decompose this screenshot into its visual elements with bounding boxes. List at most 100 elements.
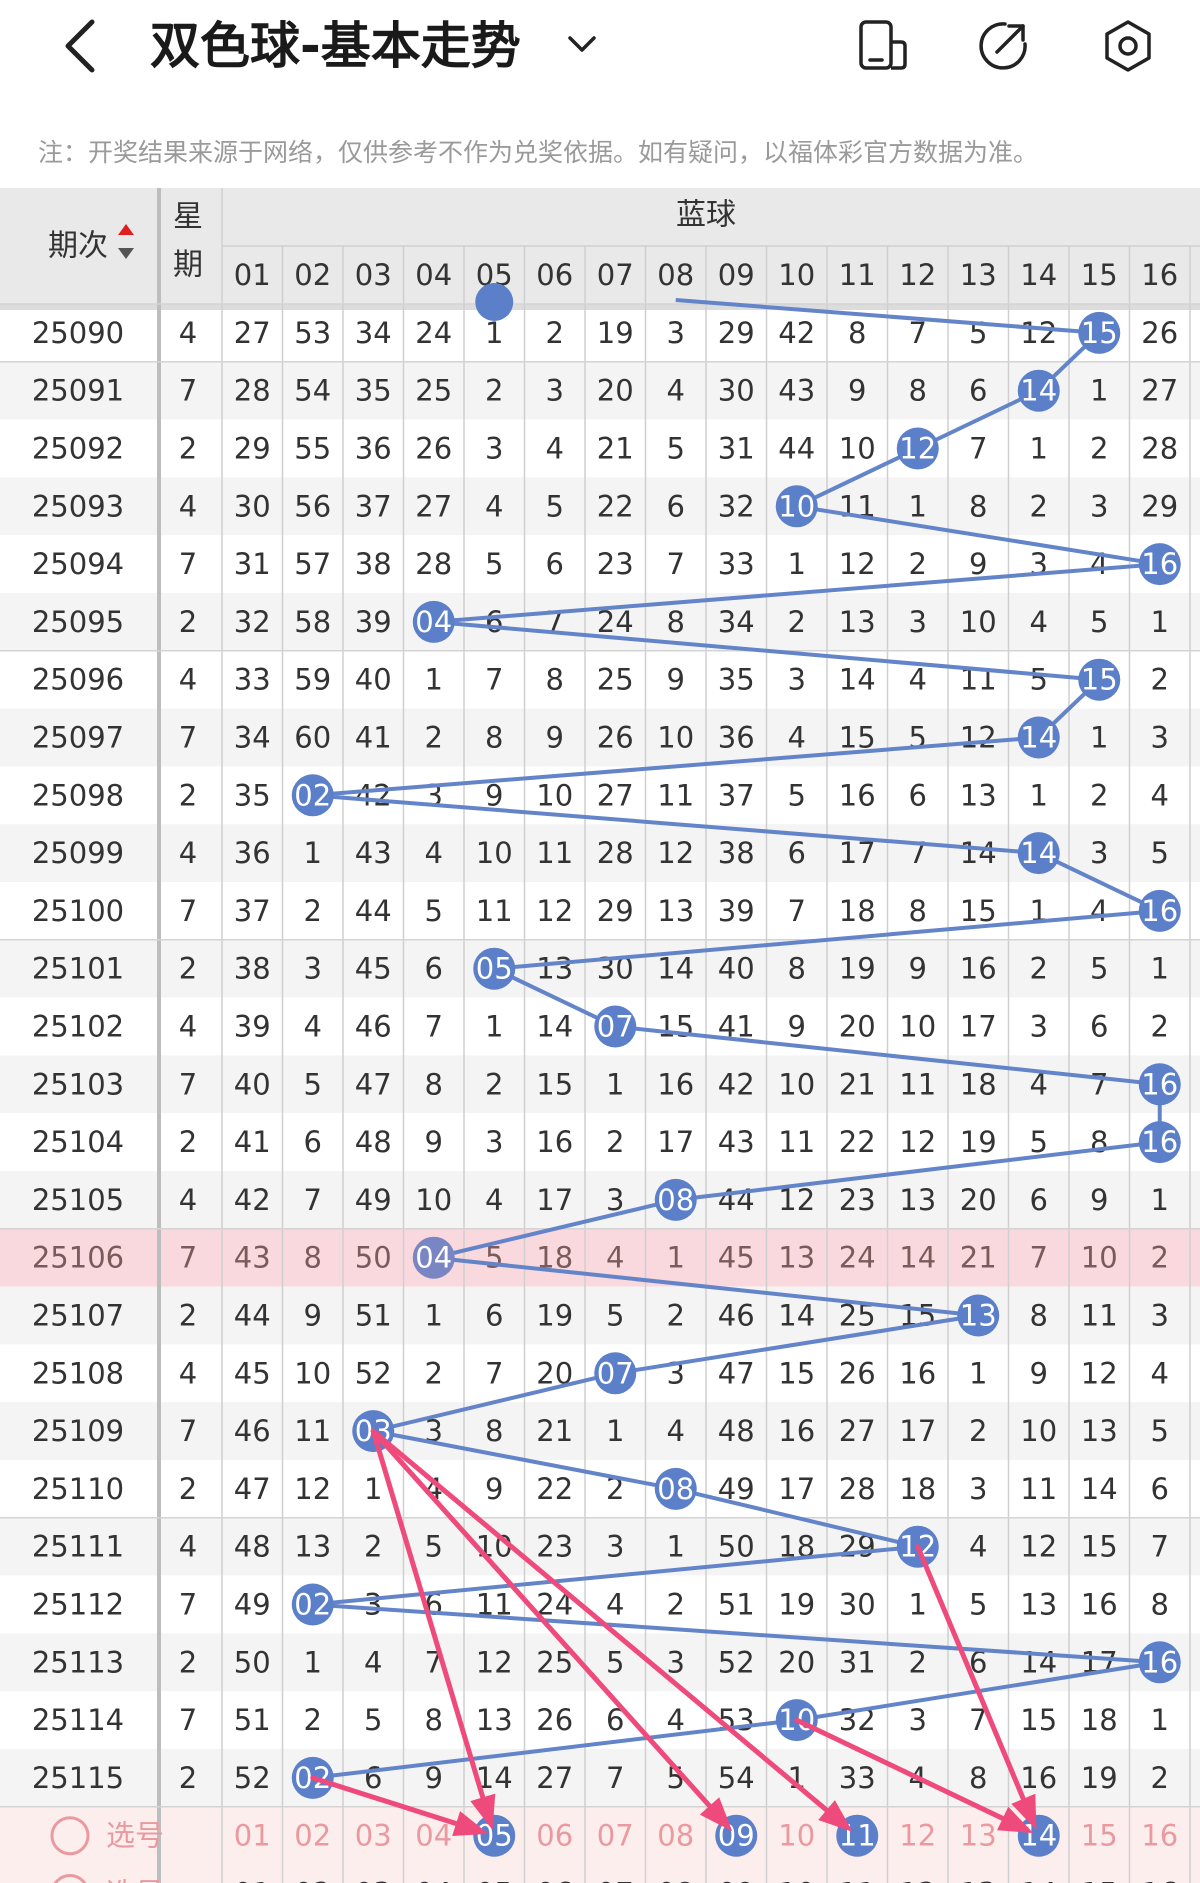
select-number[interactable]: 13 xyxy=(960,1877,997,1883)
select-number[interactable]: 06 xyxy=(536,1819,573,1853)
omission-cell: 27 xyxy=(839,1414,876,1448)
select-number[interactable]: 03 xyxy=(355,1877,392,1883)
select-number[interactable]: 01 xyxy=(234,1877,271,1883)
select-number[interactable]: 16 xyxy=(1141,1819,1178,1853)
omission-cell: 20 xyxy=(839,1010,876,1044)
select-number[interactable]: 09 xyxy=(718,1877,755,1883)
sort-up-icon[interactable] xyxy=(118,224,134,235)
select-number[interactable]: 15 xyxy=(1081,1819,1118,1853)
period-cell: 25104 xyxy=(32,1125,124,1159)
select-number[interactable]: 06 xyxy=(536,1877,573,1883)
omission-cell: 38 xyxy=(234,952,271,986)
select-number[interactable]: 03 xyxy=(355,1819,392,1853)
week-cell: 2 xyxy=(179,952,197,986)
blue-ball xyxy=(1017,369,1060,412)
omission-cell: 52 xyxy=(234,1761,271,1795)
omission-cell: 1 xyxy=(425,1299,443,1333)
selected-ball-number[interactable]: 14 xyxy=(1020,1819,1057,1853)
omission-cell: 57 xyxy=(294,547,331,581)
omission-cell: 6 xyxy=(364,1761,382,1795)
omission-cell: 19 xyxy=(597,316,634,350)
chevron-down-icon[interactable] xyxy=(560,24,604,64)
blue-ball xyxy=(775,485,818,528)
trend-segment xyxy=(372,1371,616,1434)
select-number[interactable]: 15 xyxy=(1081,1877,1118,1883)
omission-cell: 49 xyxy=(234,1588,271,1622)
blue-ball xyxy=(1017,716,1060,759)
select-radio-icon[interactable] xyxy=(52,1874,88,1883)
select-label[interactable]: 选号 xyxy=(106,1819,164,1853)
omission-cell: 9 xyxy=(1030,1356,1048,1390)
omission-cell: 5 xyxy=(364,1703,382,1737)
omission-cell: 13 xyxy=(960,778,997,812)
selected-ball[interactable] xyxy=(473,1814,516,1857)
omission-cell: 46 xyxy=(718,1299,755,1333)
omission-cell: 9 xyxy=(909,952,927,986)
omission-cell: 21 xyxy=(839,1067,876,1101)
omission-cell: 45 xyxy=(718,1241,755,1275)
omission-cell: 30 xyxy=(718,374,755,408)
select-number[interactable]: 08 xyxy=(657,1877,694,1883)
omission-cell: 39 xyxy=(718,894,755,928)
period-cell: 25091 xyxy=(32,374,124,408)
omission-cell: 9 xyxy=(667,663,685,697)
omission-cell: 17 xyxy=(657,1125,694,1159)
selected-ball-number[interactable]: 05 xyxy=(476,1819,513,1853)
annotation-arrow xyxy=(794,1717,1013,1825)
column-header-week: 星 xyxy=(173,200,203,235)
omission-cell: 20 xyxy=(778,1645,815,1679)
omission-cell: 3 xyxy=(1151,721,1169,755)
select-label[interactable]: 选号 xyxy=(106,1877,164,1883)
select-number[interactable]: 04 xyxy=(415,1877,452,1883)
select-number[interactable]: 01 xyxy=(234,1819,271,1853)
select-number[interactable]: 02 xyxy=(294,1877,331,1883)
selected-ball[interactable] xyxy=(1017,1814,1060,1857)
trend-segment xyxy=(433,1255,979,1318)
blue-ball-number: 14 xyxy=(1020,836,1057,870)
select-number[interactable]: 14 xyxy=(1020,1877,1057,1883)
select-number[interactable]: 12 xyxy=(899,1819,936,1853)
share-icon[interactable] xyxy=(975,18,1031,74)
omission-cell: 45 xyxy=(234,1356,271,1390)
settings-icon[interactable] xyxy=(1100,18,1156,74)
blue-ball xyxy=(594,1352,637,1395)
omission-cell: 9 xyxy=(304,1299,322,1333)
omission-cell: 53 xyxy=(294,316,331,350)
omission-cell: 2 xyxy=(1030,489,1048,523)
device-icon[interactable] xyxy=(855,18,911,74)
column-header-period[interactable]: 期次 xyxy=(48,229,108,264)
period-cell: 25115 xyxy=(32,1761,124,1795)
select-number[interactable]: 07 xyxy=(597,1819,634,1853)
sort-down-icon[interactable] xyxy=(118,248,134,259)
select-number[interactable]: 07 xyxy=(597,1877,634,1883)
omission-cell: 51 xyxy=(234,1703,271,1737)
number-column-header: 03 xyxy=(355,258,392,292)
omission-cell: 1 xyxy=(969,1356,987,1390)
select-number[interactable]: 11 xyxy=(839,1877,876,1883)
back-chevron-icon[interactable] xyxy=(52,14,112,78)
week-cell: 2 xyxy=(179,432,197,466)
blue-ball xyxy=(1017,832,1060,875)
select-number[interactable]: 12 xyxy=(899,1877,936,1883)
omission-cell: 36 xyxy=(355,432,392,466)
select-number[interactable]: 16 xyxy=(1141,1877,1178,1883)
omission-cell: 28 xyxy=(415,547,452,581)
select-radio-icon[interactable] xyxy=(50,1816,90,1856)
blue-ball-number: 07 xyxy=(597,1010,634,1044)
omission-cell: 34 xyxy=(718,605,755,639)
omission-cell: 10 xyxy=(960,605,997,639)
select-number[interactable]: 05 xyxy=(476,1877,513,1883)
omission-cell: 50 xyxy=(234,1645,271,1679)
trend-segment xyxy=(615,1024,1160,1087)
select-number[interactable]: 08 xyxy=(657,1819,694,1853)
row-background xyxy=(0,593,1200,651)
blue-ball-number: 12 xyxy=(899,432,936,466)
omission-cell: 40 xyxy=(718,952,755,986)
select-number[interactable]: 10 xyxy=(778,1819,815,1853)
omission-cell: 43 xyxy=(778,374,815,408)
select-number[interactable]: 04 xyxy=(415,1819,452,1853)
omission-cell: 26 xyxy=(1141,316,1178,350)
select-number[interactable]: 02 xyxy=(294,1819,331,1853)
select-number[interactable]: 13 xyxy=(960,1819,997,1853)
select-number[interactable]: 10 xyxy=(778,1877,815,1883)
